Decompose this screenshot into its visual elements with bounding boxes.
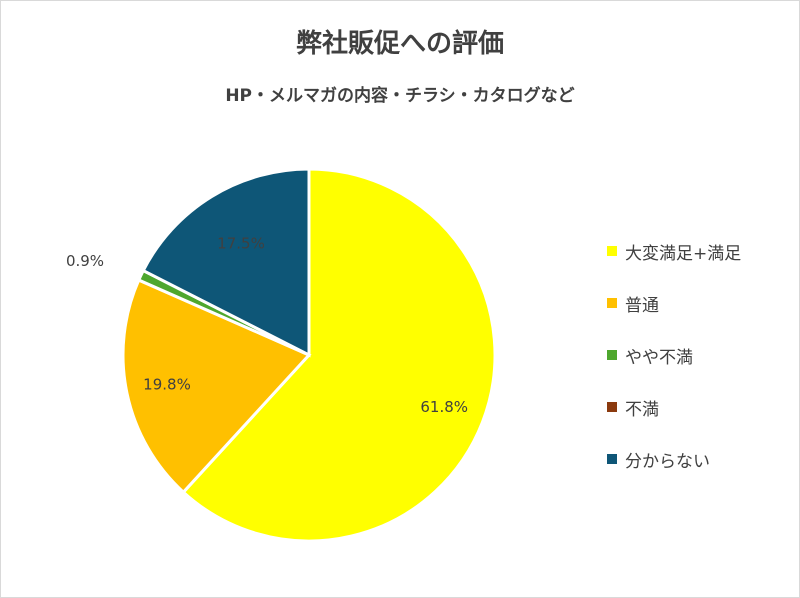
legend-item-2: 普通 (607, 277, 741, 329)
legend-swatch (607, 246, 617, 256)
legend-item-5: 分からない (607, 433, 741, 485)
legend-label: やや不満 (625, 347, 693, 368)
legend-label: 普通 (625, 295, 659, 316)
legend-label: 不満 (625, 399, 659, 420)
data-label-3: 0.9% (66, 252, 104, 270)
chart-title: 弊社販促への評価 (295, 29, 504, 59)
legend-swatch (607, 402, 617, 412)
legend: 大変満足+満足 普通やや不満不満分からない (607, 225, 741, 485)
pie-slice-1 (181, 167, 497, 543)
data-label-2: 19.8% (143, 375, 191, 393)
legend-item-4: 不満 (607, 381, 741, 433)
legend-swatch (607, 298, 617, 308)
data-label-5: 17.5% (217, 235, 265, 253)
legend-label: 大変満足+満足 (625, 243, 742, 264)
legend-item-3: やや不満 (607, 329, 741, 381)
legend-label: 分からない (625, 451, 710, 472)
legend-swatch (607, 350, 617, 360)
legend-item-1: 大変満足+満足 (607, 225, 741, 277)
legend-swatch (607, 454, 617, 464)
pie-slice-5 (141, 167, 311, 358)
data-label-1: 61.8% (420, 398, 468, 416)
chart-subtitle: HP・メルマガの内容・チラシ・カタログなど (225, 86, 575, 106)
pie-slice-2 (121, 278, 312, 495)
